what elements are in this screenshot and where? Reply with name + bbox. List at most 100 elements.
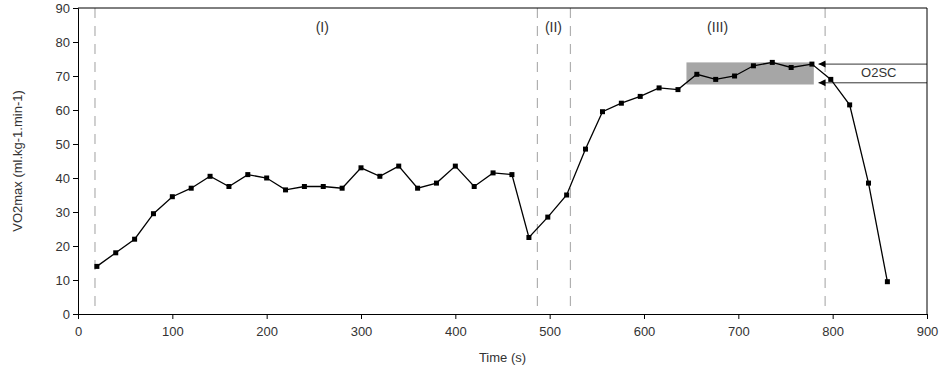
x-tick-mark <box>927 314 928 319</box>
data-point <box>885 279 890 284</box>
x-tick: 100 <box>162 314 184 339</box>
frame-right <box>927 8 928 314</box>
data-point <box>415 186 420 191</box>
annotation-layer <box>95 8 927 314</box>
y-tick: 20 <box>56 239 78 254</box>
x-tick-label: 300 <box>351 324 373 339</box>
x-tick-mark <box>455 314 456 319</box>
y-tick-mark <box>73 144 78 145</box>
y-tick-label: 70 <box>56 69 70 84</box>
data-point <box>245 172 250 177</box>
x-tick-label: 700 <box>728 324 750 339</box>
data-point <box>847 102 852 107</box>
data-point <box>694 72 699 77</box>
phase-divider <box>537 8 538 314</box>
x-tick: 400 <box>445 314 467 339</box>
x-tick: 0 <box>75 314 82 339</box>
x-tick-mark <box>172 314 173 319</box>
x-tick-label: 0 <box>75 324 82 339</box>
data-point <box>732 74 737 79</box>
data-point <box>770 60 775 65</box>
phase-divider <box>825 8 826 314</box>
y-tick-mark <box>73 42 78 43</box>
data-point <box>809 62 814 67</box>
data-point <box>453 164 458 169</box>
y-axis: 0 10 20 30 40 50 60 70 80 90 <box>56 1 79 322</box>
data-point <box>564 193 569 198</box>
data-point <box>226 184 231 189</box>
y-tick-label: 80 <box>56 35 70 50</box>
y-tick-label: 60 <box>56 103 70 118</box>
x-tick-mark <box>361 314 362 319</box>
data-point <box>283 187 288 192</box>
x-tick-mark <box>267 314 268 319</box>
data-point <box>713 77 718 82</box>
x-axis: 0100200300400500600700800900 <box>75 314 938 339</box>
data-point <box>170 194 175 199</box>
y-tick-label: 90 <box>56 1 70 16</box>
y-tick-mark <box>73 280 78 281</box>
x-tick-label: 200 <box>256 324 278 339</box>
data-point <box>789 65 794 70</box>
data-point <box>866 181 871 186</box>
y-tick-mark <box>73 8 78 9</box>
x-tick: 700 <box>728 314 750 339</box>
x-tick-label: 400 <box>445 324 467 339</box>
data-point <box>434 181 439 186</box>
x-tick-mark <box>644 314 645 319</box>
data-point <box>526 235 531 240</box>
y-tick: 50 <box>56 137 78 152</box>
data-point <box>208 174 213 179</box>
series <box>94 60 890 284</box>
y-axis-title: VO2max (ml.kg-1.min-1) <box>10 90 25 232</box>
y-tick: 10 <box>56 273 78 288</box>
data-point <box>94 264 99 269</box>
y-tick: 70 <box>56 69 78 84</box>
data-point <box>189 186 194 191</box>
x-tick-label: 500 <box>539 324 561 339</box>
frame-top <box>78 8 927 9</box>
o2sc-arrow <box>819 79 826 86</box>
data-point <box>321 184 326 189</box>
plot: 0100200300400500600700800900010203040506… <box>56 1 939 340</box>
chart: 0100200300400500600700800900010203040506… <box>0 0 951 372</box>
data-point <box>151 211 156 216</box>
data-point <box>545 215 550 220</box>
data-point <box>132 237 137 242</box>
y-tick-mark <box>73 76 78 77</box>
x-tick-label: 600 <box>634 324 656 339</box>
data-point <box>396 164 401 169</box>
phase-divider <box>570 8 571 314</box>
data-point <box>377 174 382 179</box>
x-axis-title: Time (s) <box>479 350 526 365</box>
phase-label: (III) <box>707 19 728 35</box>
y-tick: 80 <box>56 35 78 50</box>
y-tick-label: 30 <box>56 205 70 220</box>
x-tick: 200 <box>256 314 278 339</box>
data-point <box>828 77 833 82</box>
data-point <box>359 165 364 170</box>
y-tick: 90 <box>56 1 78 16</box>
phase-label: (I) <box>316 19 329 35</box>
y-tick-label: 40 <box>56 171 70 186</box>
x-tick: 900 <box>917 314 939 339</box>
y-tick: 0 <box>63 307 78 322</box>
phase-label: (II) <box>545 19 562 35</box>
shaded-region <box>686 62 813 84</box>
x-tick: 600 <box>634 314 656 339</box>
data-point <box>751 63 756 68</box>
y-axis-line <box>73 9 79 315</box>
o2sc-arrow <box>819 61 826 68</box>
x-tick-mark <box>833 314 834 319</box>
y-tick-mark <box>73 212 78 213</box>
y-tick-label: 0 <box>63 307 70 322</box>
data-point <box>619 101 624 106</box>
data-point <box>675 87 680 92</box>
y-tick-mark <box>73 110 78 111</box>
x-tick: 500 <box>539 314 561 339</box>
x-tick-mark <box>738 314 739 319</box>
y-tick: 60 <box>56 103 78 118</box>
x-tick-label: 100 <box>162 324 184 339</box>
vo2-line <box>97 62 888 281</box>
x-tick-label: 900 <box>917 324 939 339</box>
